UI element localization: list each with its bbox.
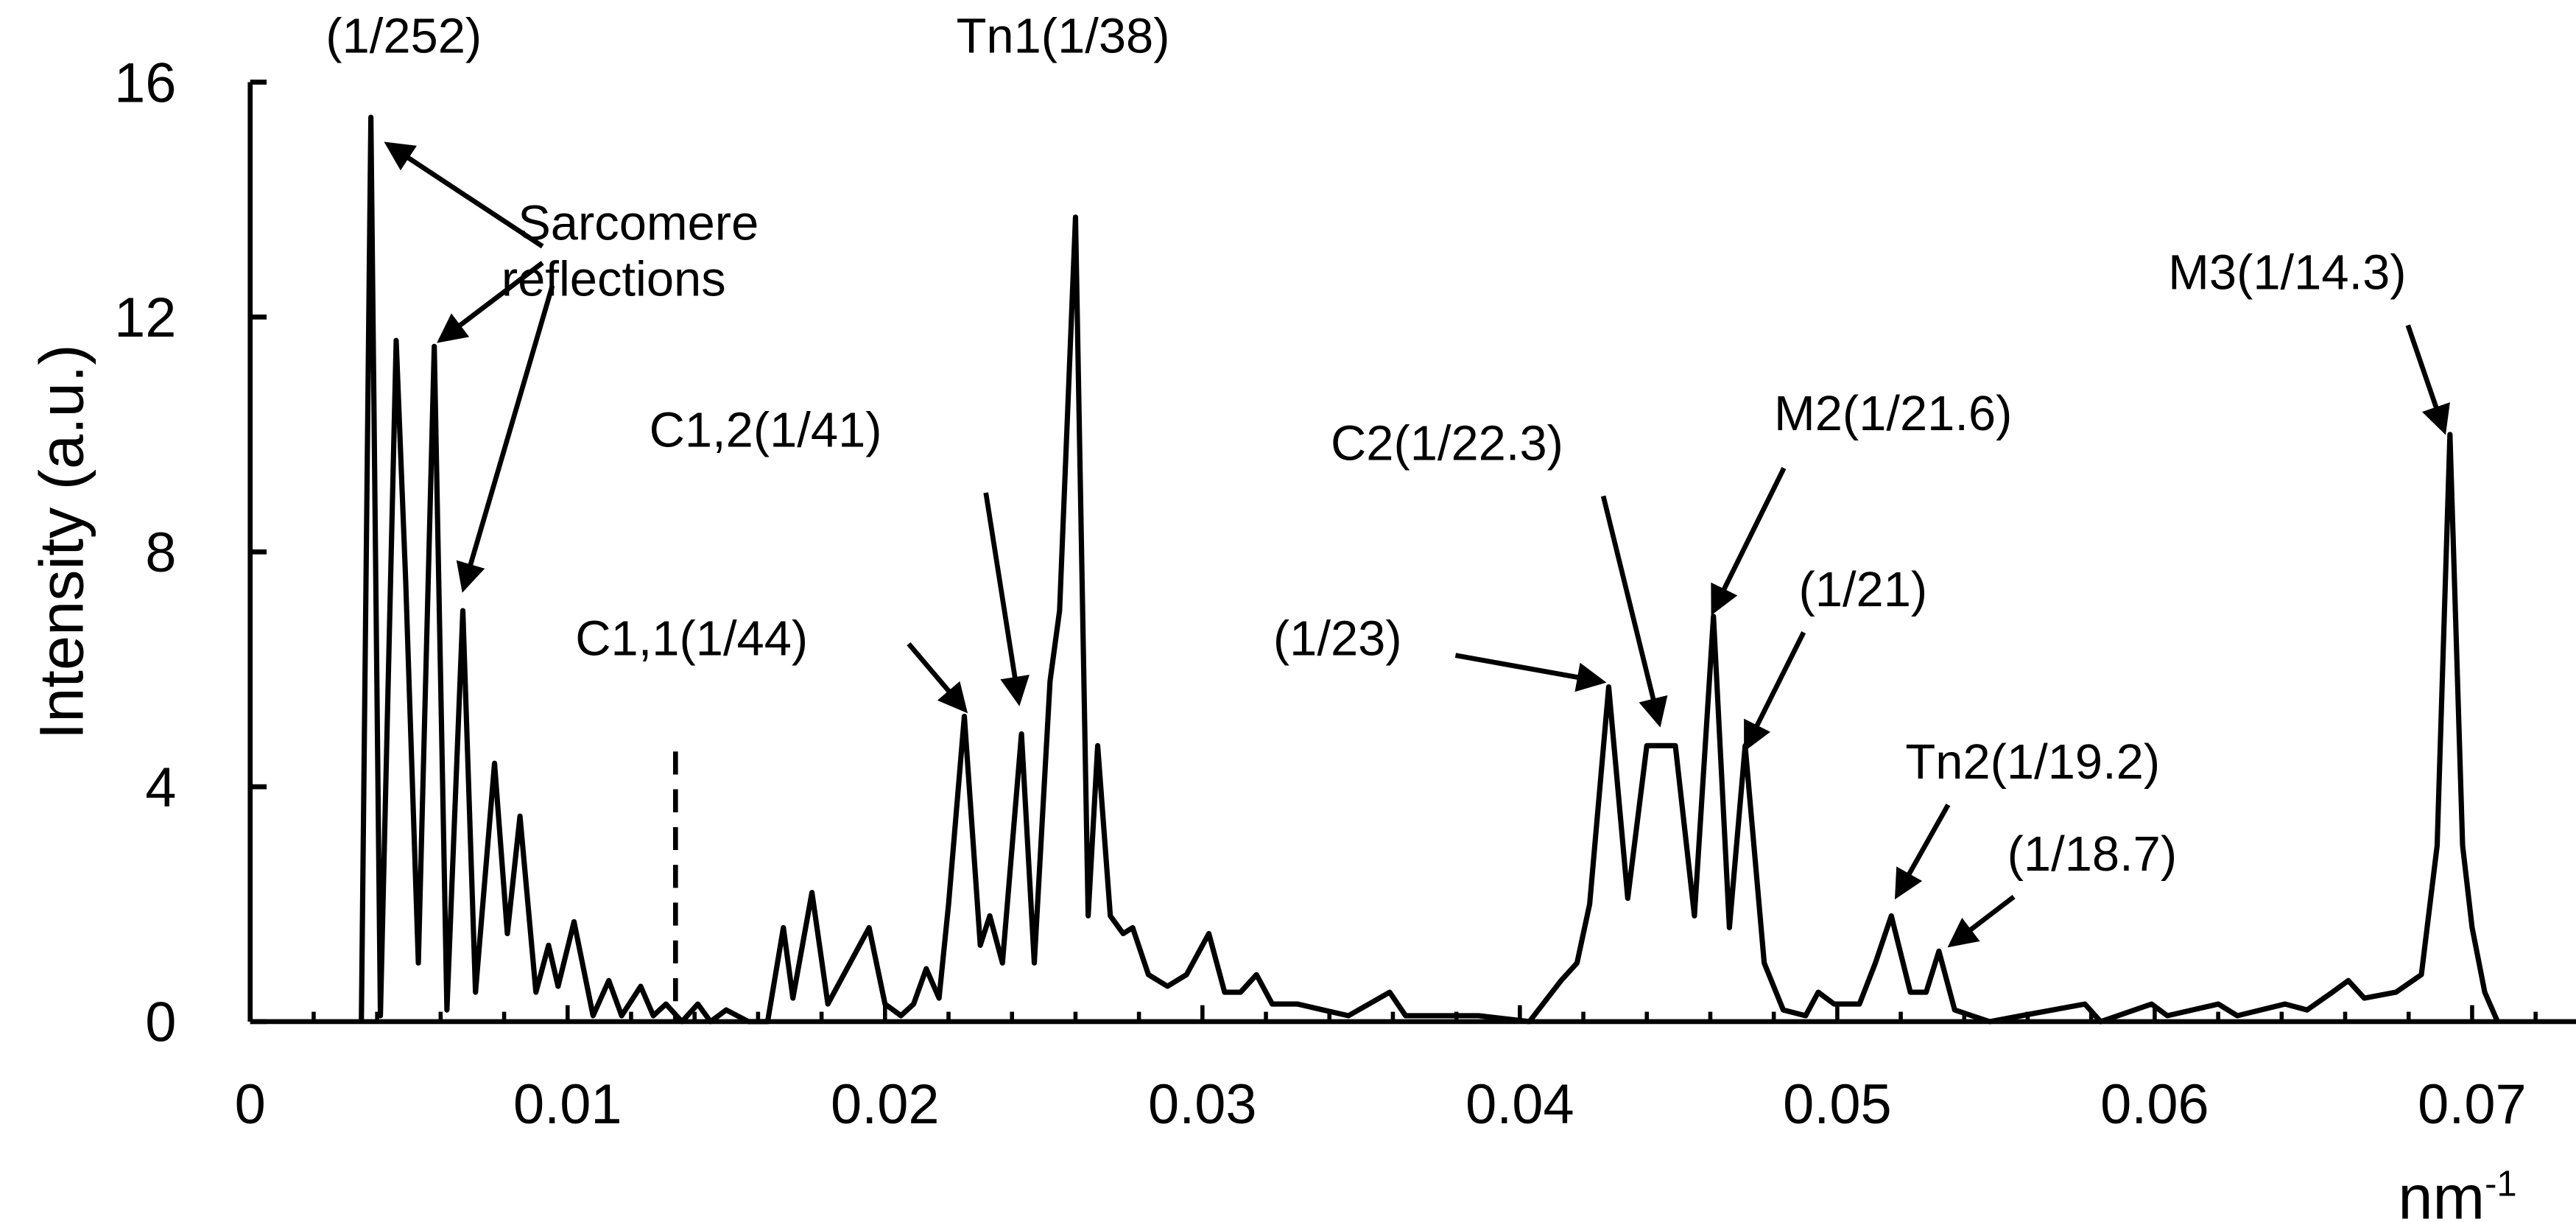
y-tick-label: 12 [114, 287, 176, 349]
y-tick-label: 0 [145, 991, 176, 1054]
annotation-label-m3: M3(1/14.3) [2168, 245, 2406, 300]
y-tick-label: 8 [145, 522, 176, 584]
annotation-label-m2: M2(1/21.6) [1774, 386, 2012, 441]
x-tick-label: 0.05 [1783, 1073, 1892, 1136]
annotation-arrow [437, 261, 544, 343]
annotation-label-a23: (1/23) [1273, 611, 1402, 667]
annotation-arrow [1711, 467, 1787, 616]
annotation-arrow [1600, 495, 1668, 728]
annotation-label-c12: C1,2(1/41) [650, 403, 882, 458]
x-tick-label: 0.07 [2418, 1073, 2527, 1136]
annotation-label-a252: (1/252) [325, 8, 482, 63]
x-tick-label: 0.03 [1148, 1073, 1257, 1136]
annotation-arrow [2405, 324, 2450, 435]
annotation-arrow [907, 642, 968, 714]
annotation-label-sarc2: reflections [502, 251, 726, 306]
x-tick-label: 0.02 [831, 1073, 940, 1136]
y-axis-title: Intensity (a.u.) [26, 344, 96, 740]
x-axis-title: nm-1 [2398, 1162, 2516, 1222]
annotation-label-tn2: Tn2(1/19.2) [1905, 734, 2160, 790]
annotation-arrow [456, 285, 555, 593]
intensity-trace [359, 114, 2500, 1025]
x-tick-label: 0.06 [2100, 1073, 2209, 1136]
annotation-label-a21: (1/21) [1798, 562, 1927, 617]
annotation-label-c11: C1,1(1/44) [575, 611, 808, 667]
x-tick-label: 0.04 [1465, 1073, 1574, 1136]
annotation-label-a187: (1/18.7) [2007, 826, 2177, 882]
annotation-label-tn1: Tn1(1/38) [957, 8, 1170, 63]
y-tick-label: 16 [114, 52, 176, 114]
annotation-arrow [1744, 631, 1806, 752]
y-tick-label: 4 [145, 756, 176, 819]
annotation-arrow [1947, 894, 2016, 948]
annotation-arrow [384, 141, 544, 249]
x-tick-label: 0.01 [513, 1073, 622, 1136]
annotation-arrow [983, 492, 1030, 706]
annotation-arrow [1894, 803, 1951, 900]
annotation-label-c2: C2(1/22.3) [1331, 415, 1563, 471]
annotation-label-sarc1: Sarcomere [518, 196, 759, 251]
annotation-arrow [1454, 653, 1607, 692]
axes: 0 4 8 12 16 0 0.01 0.02 0.03 0.04 0.05 0.06 0.07 [114, 52, 2576, 1136]
x-tick-label: 0 [235, 1073, 266, 1136]
